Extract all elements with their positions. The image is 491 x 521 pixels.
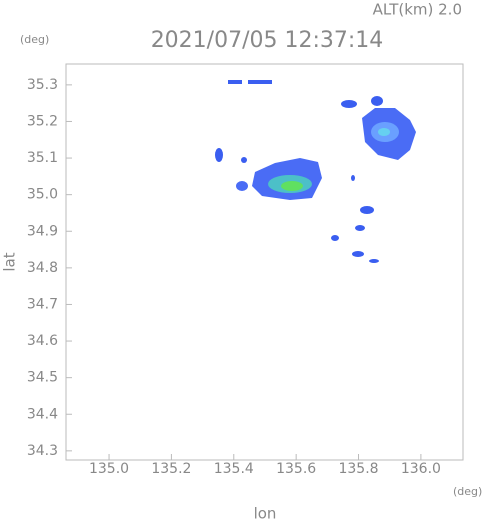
y-tick-label: 34.6 (27, 333, 58, 349)
echo (369, 259, 379, 263)
echo (352, 251, 364, 257)
y-tick-label: 35.1 (27, 150, 58, 166)
x-tick-label: 135.4 (214, 461, 254, 477)
y-tick-label: 35.2 (27, 113, 58, 129)
y-tick-label: 34.9 (27, 223, 58, 239)
echo (236, 181, 248, 191)
y-axis-label: lat (1, 252, 19, 271)
x-unit: (deg) (453, 485, 482, 498)
y-tick-label: 35.0 (27, 187, 58, 203)
y-tick-label: 34.7 (27, 296, 58, 312)
x-tick-label: 136.0 (401, 461, 441, 477)
radar-echoes (215, 80, 416, 263)
echo (371, 96, 383, 106)
y-tick-label: 35.3 (27, 77, 58, 93)
x-tick-label: 135.2 (151, 461, 191, 477)
echo (341, 100, 357, 108)
x-tick-label: 135.0 (89, 461, 129, 477)
echo (248, 80, 272, 84)
x-tick-label: 135.6 (276, 461, 316, 477)
y-tick-label: 34.4 (27, 406, 58, 422)
echo (378, 128, 390, 136)
y-tick-label: 34.3 (27, 443, 58, 459)
echo (215, 148, 223, 162)
altitude-label: ALT(km) 2.0 (373, 1, 462, 19)
echo (351, 175, 355, 181)
y-tick-label: 34.5 (27, 370, 58, 386)
plot-frame (65, 63, 464, 461)
chart-title: 2021/07/05 12:37:14 (151, 28, 384, 53)
y-unit: (deg) (20, 33, 49, 46)
echo (228, 80, 242, 84)
y-tick-label: 34.8 (27, 260, 58, 276)
echo (355, 225, 365, 231)
echo (241, 157, 247, 163)
x-axis-label: lon (254, 505, 277, 521)
echo (360, 206, 374, 214)
x-tick-label: 135.8 (338, 461, 378, 477)
echo (331, 235, 339, 241)
echo (281, 181, 303, 191)
